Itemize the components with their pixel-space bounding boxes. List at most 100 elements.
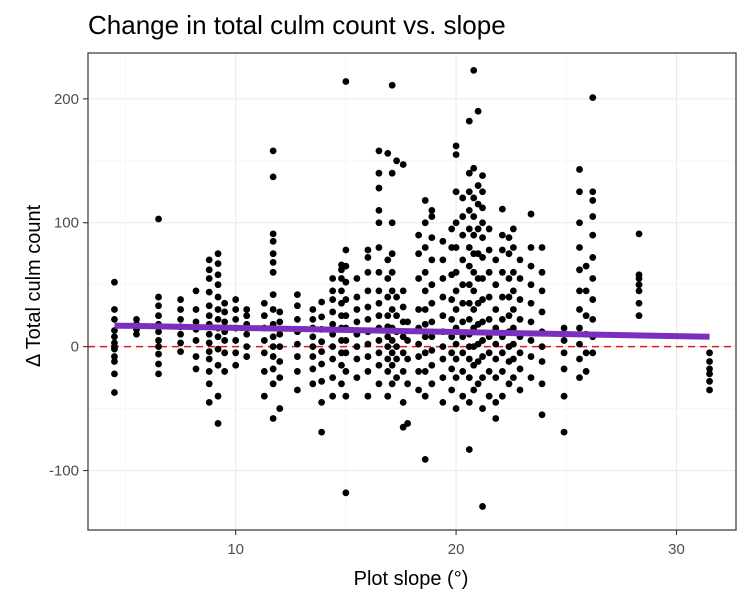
data-point bbox=[421, 197, 429, 204]
data-point bbox=[415, 306, 423, 313]
data-point bbox=[538, 308, 546, 316]
data-point bbox=[452, 340, 460, 348]
data-point bbox=[276, 343, 284, 351]
data-point bbox=[329, 308, 337, 316]
data-point bbox=[516, 315, 524, 323]
data-point bbox=[243, 343, 251, 351]
data-point bbox=[498, 246, 506, 254]
data-point bbox=[465, 169, 473, 177]
data-point bbox=[465, 262, 473, 270]
data-point bbox=[479, 405, 486, 412]
data-point bbox=[485, 392, 493, 400]
data-point bbox=[509, 306, 517, 313]
data-point bbox=[388, 306, 396, 313]
data-point bbox=[232, 315, 240, 323]
data-point bbox=[318, 377, 326, 385]
data-point bbox=[364, 287, 372, 295]
data-point bbox=[582, 349, 590, 357]
x-axis-title: Plot slope (°) bbox=[354, 568, 469, 590]
data-point bbox=[589, 94, 597, 102]
data-point bbox=[498, 368, 506, 375]
data-point bbox=[452, 244, 460, 251]
data-point bbox=[474, 358, 482, 365]
data-point bbox=[388, 287, 396, 295]
data-point bbox=[269, 291, 277, 298]
data-point bbox=[470, 287, 478, 295]
data-point bbox=[260, 349, 268, 357]
data-point bbox=[479, 353, 486, 360]
data-point bbox=[388, 268, 396, 276]
data-point bbox=[589, 296, 597, 303]
data-point bbox=[576, 306, 583, 313]
data-point bbox=[479, 172, 486, 180]
data-point bbox=[260, 368, 268, 375]
data-point bbox=[342, 296, 350, 303]
data-point bbox=[155, 328, 162, 336]
data-point bbox=[428, 234, 436, 242]
data-point bbox=[205, 256, 213, 264]
data-point bbox=[155, 293, 162, 301]
x-tick-label: 10 bbox=[227, 541, 244, 558]
data-point bbox=[155, 337, 162, 344]
data-point bbox=[214, 250, 222, 258]
data-point bbox=[479, 234, 486, 242]
data-point bbox=[448, 315, 456, 323]
data-point bbox=[214, 260, 222, 268]
data-point bbox=[582, 312, 590, 320]
data-point bbox=[421, 392, 429, 400]
data-point bbox=[589, 349, 597, 357]
data-point bbox=[338, 380, 345, 388]
data-point bbox=[428, 333, 436, 341]
data-point bbox=[560, 349, 568, 357]
data-point bbox=[509, 374, 517, 382]
data-point bbox=[576, 219, 583, 227]
data-point bbox=[318, 360, 326, 368]
x-tick-label: 30 bbox=[668, 541, 685, 558]
data-point bbox=[243, 330, 251, 338]
data-point bbox=[276, 405, 284, 412]
data-point bbox=[509, 287, 517, 295]
data-point bbox=[404, 337, 411, 344]
data-point bbox=[448, 365, 456, 373]
data-point bbox=[452, 151, 460, 158]
data-point bbox=[388, 337, 396, 344]
data-point bbox=[155, 350, 162, 358]
data-point bbox=[505, 275, 513, 282]
data-point bbox=[375, 337, 383, 344]
data-point bbox=[177, 330, 184, 338]
data-point bbox=[421, 268, 429, 276]
data-point bbox=[470, 66, 478, 74]
data-point bbox=[505, 234, 513, 242]
data-point bbox=[498, 315, 506, 323]
data-point bbox=[353, 293, 361, 301]
data-point bbox=[393, 312, 400, 320]
data-point bbox=[538, 268, 546, 276]
data-point bbox=[214, 281, 222, 289]
data-point bbox=[459, 318, 467, 326]
data-point bbox=[364, 392, 372, 400]
data-point bbox=[221, 308, 229, 316]
data-point bbox=[353, 355, 361, 363]
data-point bbox=[527, 299, 535, 307]
data-point bbox=[439, 237, 447, 245]
data-point bbox=[214, 333, 222, 341]
data-point bbox=[269, 380, 277, 388]
data-point bbox=[214, 420, 222, 427]
data-point bbox=[269, 258, 277, 266]
data-point bbox=[474, 107, 482, 115]
data-point bbox=[428, 281, 436, 289]
data-point bbox=[342, 246, 350, 254]
data-point bbox=[509, 324, 517, 332]
data-point bbox=[538, 287, 546, 295]
data-point bbox=[589, 275, 597, 282]
data-point bbox=[459, 231, 467, 239]
data-point bbox=[353, 374, 361, 382]
data-point bbox=[582, 368, 590, 375]
data-point bbox=[232, 361, 240, 369]
data-point bbox=[375, 268, 383, 276]
trend-line bbox=[114, 322, 710, 340]
data-point bbox=[111, 389, 118, 396]
data-point bbox=[428, 213, 436, 220]
data-point bbox=[293, 302, 301, 310]
data-point bbox=[470, 194, 478, 202]
